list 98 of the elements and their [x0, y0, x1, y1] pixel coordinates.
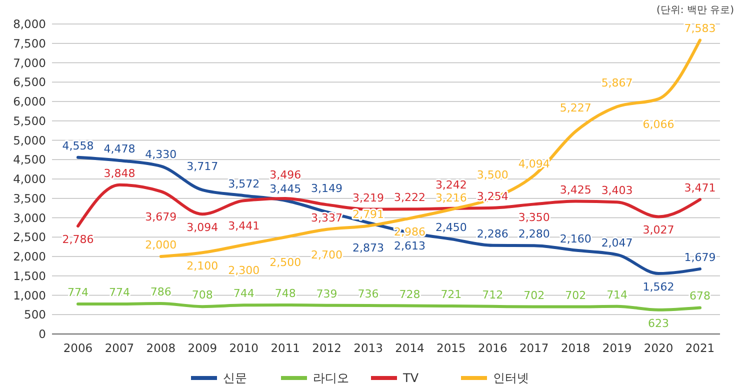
data-label: 3,337 [311, 212, 343, 225]
data-label: 702 [524, 288, 545, 302]
data-label: 3,242 [435, 178, 467, 192]
x-tick-label: 2011 [270, 341, 300, 355]
x-tick-label: 2016 [478, 341, 508, 355]
data-label: 3,445 [270, 182, 302, 196]
y-tick-label: 2,000 [13, 250, 46, 264]
data-label: 678 [690, 290, 710, 303]
data-label: 4,478 [104, 142, 136, 156]
x-tick-label: 2015 [436, 341, 466, 355]
data-label: 7,583 [684, 22, 716, 36]
y-tick-label: 1,500 [13, 268, 46, 283]
data-label: 3,094 [186, 221, 218, 234]
data-label: 3,441 [228, 220, 260, 233]
data-label: 714 [606, 288, 628, 302]
data-label: 712 [482, 288, 504, 302]
data-label: 6,066 [642, 118, 674, 131]
data-label: 702 [565, 288, 586, 302]
data-label: 3,425 [560, 183, 592, 196]
data-label: 2,100 [186, 260, 218, 273]
data-label: 1,679 [684, 250, 716, 264]
y-tick-label: 4,000 [13, 172, 46, 186]
x-tick-label: 2007 [104, 341, 134, 355]
data-label: 2,791 [352, 208, 384, 221]
data-label: 739 [316, 287, 338, 300]
x-tick-label: 2006 [63, 341, 93, 355]
data-label: 786 [150, 286, 172, 299]
x-tick-label: 2012 [312, 341, 342, 355]
data-label: 3,350 [518, 211, 550, 224]
data-label: 3,219 [352, 191, 384, 204]
x-tick-label: 2010 [229, 341, 259, 355]
line-series [76, 302, 702, 312]
data-label: 3,471 [684, 182, 716, 194]
x-tick-label: 2008 [146, 341, 176, 355]
data-label: 3,403 [601, 184, 633, 198]
data-label: 3,149 [311, 182, 343, 195]
x-tick-label: 2009 [188, 341, 218, 355]
y-tick-label: 6,000 [13, 94, 46, 108]
data-label: 5,867 [601, 76, 633, 90]
data-label: 3,679 [145, 210, 177, 224]
data-label: 708 [192, 288, 213, 302]
x-tick-label: 2019 [602, 341, 632, 355]
x-tick-label: 2017 [519, 341, 549, 355]
legend-label: 인터넷 [493, 371, 529, 385]
y-tick-label: 7,500 [13, 36, 46, 50]
legend-label: TV [402, 371, 420, 385]
x-tick-label: 2021 [685, 341, 715, 355]
data-label: 4,330 [145, 148, 177, 162]
data-label: 2,700 [311, 248, 343, 262]
y-tick-label: 1,000 [13, 288, 46, 302]
x-tick-label: 2018 [560, 341, 590, 355]
x-tick-label: 2020 [644, 341, 674, 355]
data-label: 3,027 [642, 224, 674, 237]
x-tick-label: 2014 [395, 341, 424, 355]
data-label: 2,873 [352, 242, 384, 255]
data-label: 736 [358, 287, 379, 300]
data-label: 2,160 [560, 232, 592, 246]
y-tick-label: 7,000 [13, 56, 46, 70]
y-tick-label: 3,500 [13, 191, 46, 206]
legend-label: 신문 [223, 371, 247, 385]
y-tick-label: 8,000 [13, 17, 46, 31]
data-label: 3,496 [270, 168, 302, 182]
y-tick-label: 3,000 [13, 210, 46, 225]
data-label: 2,286 [476, 227, 508, 240]
y-tick-label: 4,500 [13, 152, 46, 167]
data-label: 748 [274, 287, 296, 300]
data-label: 2,613 [394, 240, 426, 253]
data-label: 774 [68, 286, 88, 300]
data-label: 2,047 [601, 236, 633, 250]
data-label: 2,786 [62, 233, 94, 246]
data-label: 1,562 [642, 280, 674, 294]
y-tick-label: 5,000 [13, 133, 46, 148]
data-label: 3,216 [435, 191, 467, 204]
data-label: 3,848 [104, 166, 136, 180]
data-label: 3,572 [228, 178, 260, 191]
data-label: 3,500 [476, 168, 508, 182]
data-label: 2,450 [435, 221, 467, 234]
data-label: 4,558 [62, 139, 94, 152]
data-label: 2,300 [228, 264, 260, 277]
data-label: 2,000 [145, 238, 177, 252]
data-label: 728 [399, 288, 420, 301]
y-tick-label: 6,500 [13, 75, 46, 90]
data-label: 5,227 [560, 101, 592, 114]
legend-label: 라디오 [313, 371, 349, 385]
data-label: 2,500 [270, 256, 302, 270]
data-label: 721 [440, 288, 462, 302]
x-tick-label: 2013 [354, 341, 383, 355]
data-label: 3,717 [186, 160, 218, 173]
data-label: 3,222 [394, 191, 426, 204]
data-label: 623 [648, 316, 670, 330]
y-tick-label: 500 [24, 308, 46, 322]
y-tick-label: 5,500 [13, 114, 46, 128]
data-label: 2,280 [518, 228, 550, 241]
text: (단위: 백만 유로) [656, 5, 734, 16]
y-tick-label: 0 [38, 327, 46, 341]
data-label: 774 [108, 286, 130, 300]
y-tick-label: 2,500 [13, 230, 46, 244]
data-label: 744 [233, 287, 254, 300]
